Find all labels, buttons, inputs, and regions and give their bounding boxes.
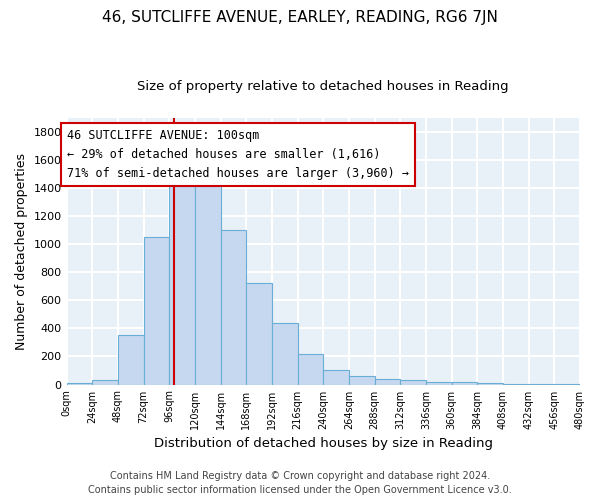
Y-axis label: Number of detached properties: Number of detached properties: [15, 152, 28, 350]
Bar: [67, 383, 92, 384]
Bar: [143, 237, 169, 384]
Text: 46, SUTCLIFFE AVENUE, EARLEY, READING, RG6 7JN: 46, SUTCLIFFE AVENUE, EARLEY, READING, R…: [102, 10, 498, 25]
Bar: [323, 370, 349, 384]
Bar: [374, 379, 400, 384]
Bar: [272, 324, 298, 384]
Bar: [195, 181, 221, 384]
Bar: [92, 380, 118, 384]
Bar: [478, 383, 503, 384]
Bar: [349, 376, 374, 384]
Bar: [452, 382, 478, 384]
Bar: [400, 380, 426, 384]
Title: Size of property relative to detached houses in Reading: Size of property relative to detached ho…: [137, 80, 509, 93]
Bar: [298, 354, 323, 384]
Bar: [246, 284, 272, 384]
Text: Contains HM Land Registry data © Crown copyright and database right 2024.
Contai: Contains HM Land Registry data © Crown c…: [88, 471, 512, 495]
Bar: [169, 181, 195, 384]
Text: 46 SUTCLIFFE AVENUE: 100sqm
← 29% of detached houses are smaller (1,616)
71% of : 46 SUTCLIFFE AVENUE: 100sqm ← 29% of det…: [67, 129, 409, 180]
X-axis label: Distribution of detached houses by size in Reading: Distribution of detached houses by size …: [154, 437, 493, 450]
Bar: [426, 382, 452, 384]
Bar: [221, 230, 246, 384]
Bar: [118, 336, 143, 384]
